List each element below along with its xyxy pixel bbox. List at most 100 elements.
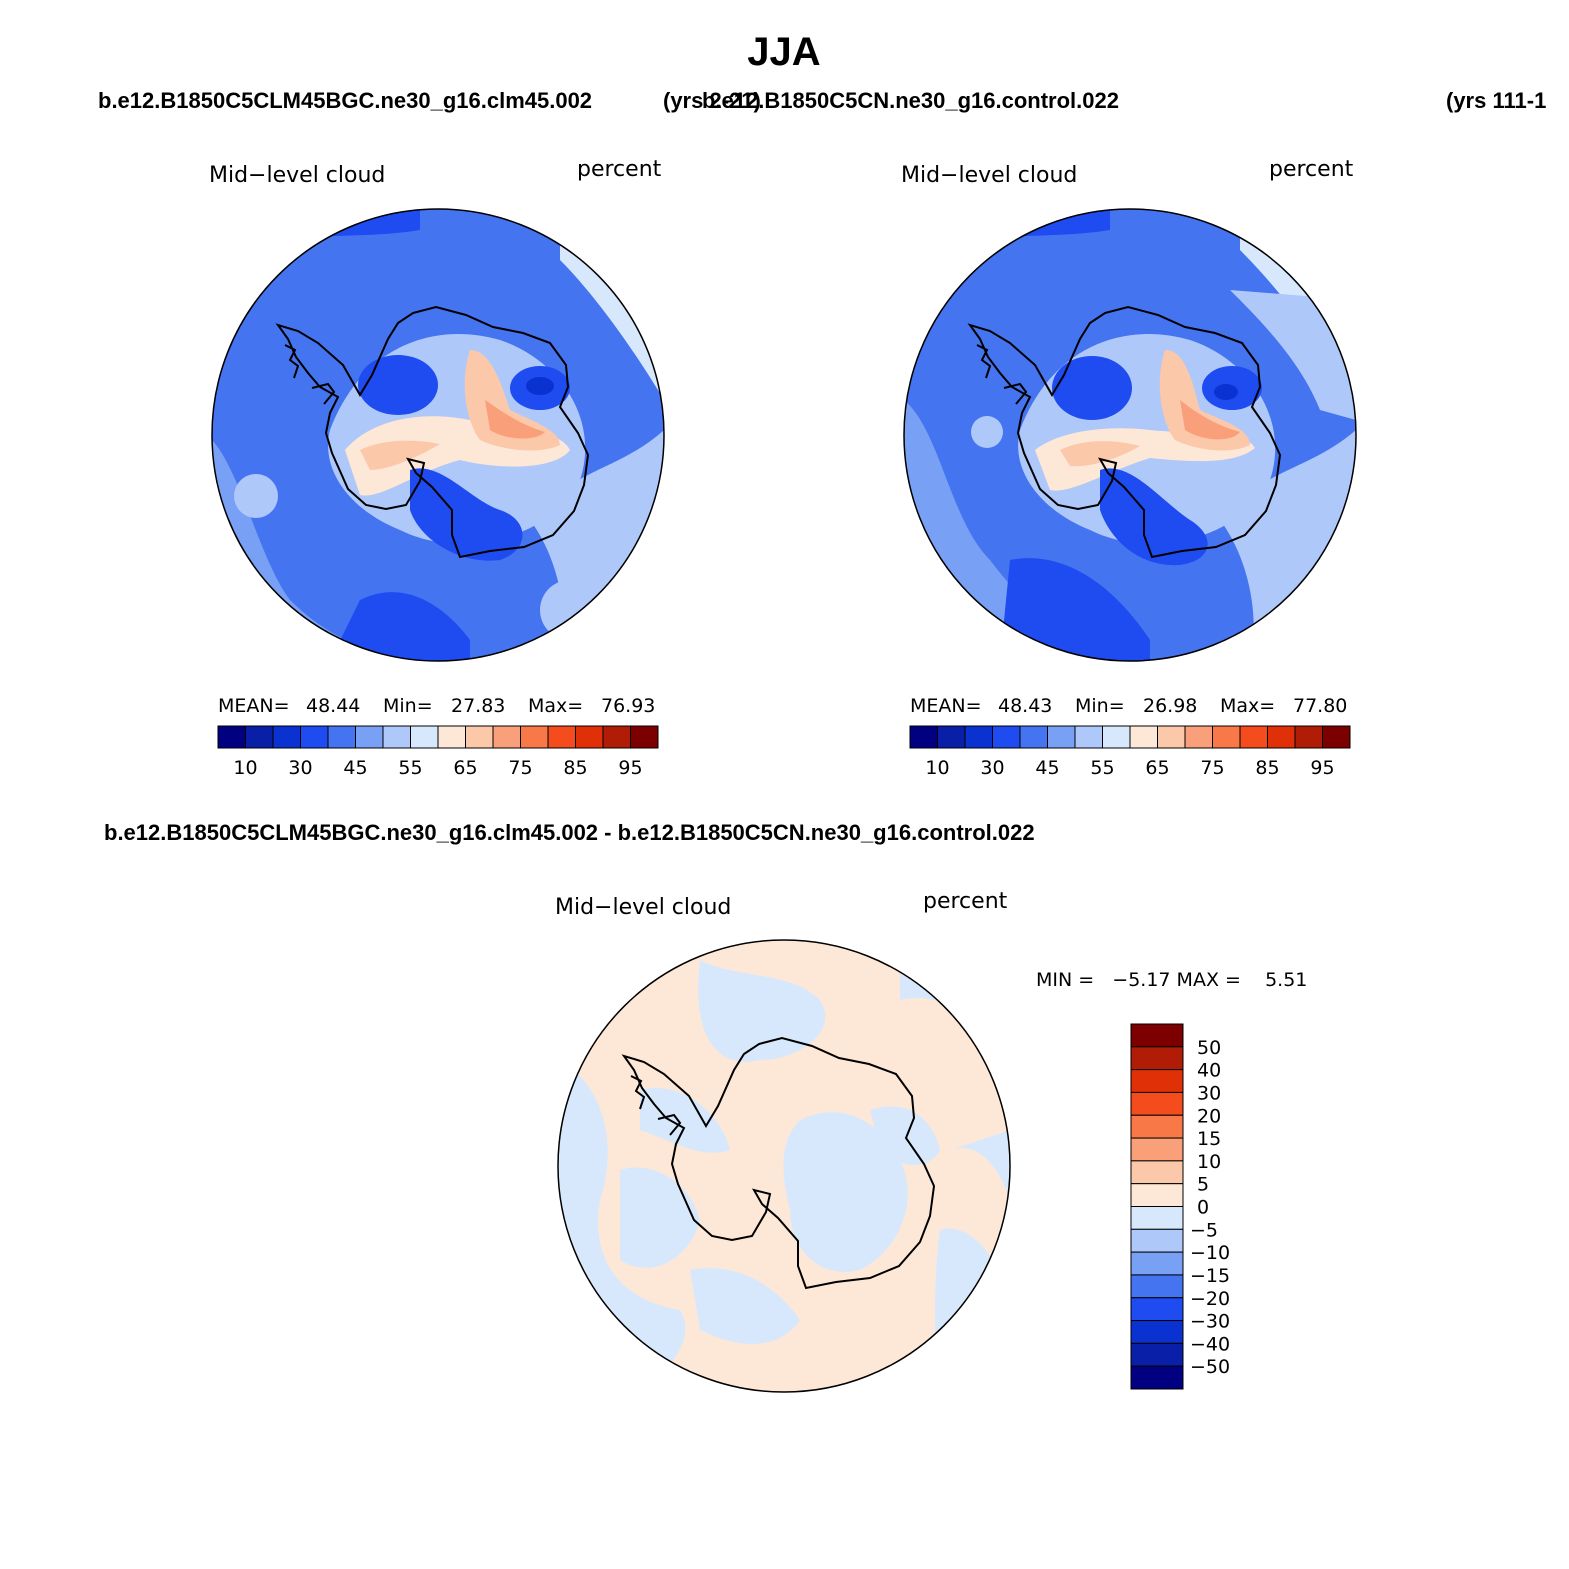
colorbar-tick-label: 20	[1197, 1105, 1221, 1127]
colorbar-tick-label: 50	[1197, 1037, 1221, 1059]
colorbar-tick-label: 30	[1197, 1082, 1221, 1104]
panel-diff-units: percent	[923, 889, 1008, 914]
colorbar-tick-label: 75	[1200, 757, 1224, 779]
colorbar-box	[1130, 1251, 1184, 1276]
colorbar-box	[1294, 725, 1323, 749]
header-left-case: b.e12.B1850C5CLM45BGC.ne30_g16.clm45.002	[98, 88, 592, 113]
panel-diff-map-border	[557, 939, 1011, 1393]
panel-b-max: 77.80	[1293, 695, 1347, 717]
colorbar-tick-label: 95	[618, 757, 642, 779]
colorbar-box	[1130, 1137, 1184, 1162]
colorbar-tick-label: 75	[508, 757, 532, 779]
colorbar-box	[245, 725, 274, 749]
colorbar-box	[1239, 725, 1268, 749]
colorbar-box	[1130, 1342, 1184, 1367]
colorbar-box	[1130, 1046, 1184, 1071]
colorbar-tick-label: 10	[1197, 1151, 1221, 1173]
colorbar-box	[630, 725, 659, 749]
colorbar-box	[602, 725, 631, 749]
colorbar-tick-label: 30	[980, 757, 1004, 779]
colorbar-tick-label: −15	[1190, 1265, 1230, 1287]
colorbar-box	[1130, 1228, 1184, 1253]
panel-b: Mid−level cloud percent MEAN= 48.	[901, 157, 1357, 779]
panel-b-min-label: Min=	[1075, 695, 1125, 717]
colorbar-box	[1130, 1114, 1184, 1139]
header-right-years: (yrs 111-1	[1446, 88, 1546, 113]
diff-header: b.e12.B1850C5CLM45BGC.ne30_g16.clm45.002…	[104, 820, 1035, 845]
panel-b-mean: 48.43	[998, 695, 1052, 717]
panel-a-colorbar	[217, 725, 659, 749]
colorbar-box	[1129, 725, 1158, 749]
colorbar-tick-label: −40	[1190, 1333, 1230, 1355]
panel-b-min: 26.98	[1143, 695, 1197, 717]
colorbar-tick-label: −10	[1190, 1242, 1230, 1264]
colorbar-tick-label: 55	[398, 757, 422, 779]
colorbar-box	[1130, 1297, 1184, 1322]
colorbar-box	[1322, 725, 1351, 749]
colorbar-tick-label: 55	[1090, 757, 1114, 779]
colorbar-box	[1212, 725, 1241, 749]
colorbar-tick-label: 15	[1197, 1128, 1221, 1150]
colorbar-box	[1130, 1160, 1184, 1185]
panel-diff-map	[558, 940, 1010, 1392]
colorbar-box	[1157, 725, 1186, 749]
colorbar-tick-label: 45	[343, 757, 367, 779]
colorbar-box	[272, 725, 301, 749]
colorbar-box	[1102, 725, 1131, 749]
page-title: JJA	[747, 30, 820, 74]
colorbar-box	[1130, 1069, 1184, 1093]
header-right-case: b.e12.B1850C5CN.ne30_g16.control.022	[702, 88, 1119, 113]
colorbar-tick-label: 65	[1145, 757, 1169, 779]
header-left-years: (yrs 2-21)	[663, 88, 761, 113]
panel-diff: Mid−level cloud percent MIN = −5.17 MAX …	[555, 889, 1307, 1393]
panel-a: Mid−level cloud percent MEAN= 48.	[209, 157, 665, 779]
colorbar-box	[300, 725, 329, 749]
panel-a-min-label: Min=	[383, 695, 433, 717]
colorbar-box	[1047, 725, 1076, 749]
colorbar-tick-label: −30	[1190, 1311, 1230, 1333]
colorbar-box	[1130, 1274, 1184, 1299]
colorbar-box	[909, 725, 938, 749]
colorbar-box	[1184, 725, 1213, 749]
colorbar-box	[1019, 725, 1048, 749]
panel-b-units: percent	[1269, 157, 1354, 182]
colorbar-box	[992, 725, 1021, 749]
colorbar-box	[437, 725, 466, 749]
panel-diff-stats: MIN = −5.17 MAX = 5.51	[1036, 969, 1307, 991]
colorbar-tick-label: 85	[563, 757, 587, 779]
panel-a-units: percent	[577, 157, 662, 182]
colorbar-box	[547, 725, 576, 749]
colorbar-box	[410, 725, 439, 749]
colorbar-box	[520, 725, 549, 749]
panel-a-min: 27.83	[451, 695, 505, 717]
colorbar-tick-label: −50	[1190, 1356, 1230, 1378]
colorbar-box	[492, 725, 521, 749]
panel-b-colorbar	[909, 725, 1351, 749]
panel-diff-title: Mid−level cloud	[555, 895, 731, 920]
panel-a-title: Mid−level cloud	[209, 163, 385, 188]
colorbar-tick-label: 10	[925, 757, 949, 779]
colorbar-box	[1074, 725, 1103, 749]
colorbar-box	[1130, 1206, 1184, 1230]
colorbar-box	[465, 725, 494, 749]
colorbar-box	[382, 725, 411, 749]
panel-a-max-label: Max=	[528, 695, 583, 717]
colorbar-tick-label: 85	[1255, 757, 1279, 779]
colorbar-box	[1130, 1183, 1184, 1207]
colorbar-box	[217, 725, 246, 749]
colorbar-tick-label: 45	[1035, 757, 1059, 779]
colorbar-tick-label: −20	[1190, 1288, 1230, 1310]
colorbar-tick-label: 0	[1197, 1197, 1209, 1219]
panel-b-map-border	[903, 208, 1357, 662]
panel-b-max-label: Max=	[1220, 695, 1275, 717]
colorbar-tick-label: 10	[233, 757, 257, 779]
panel-a-mean: 48.44	[306, 695, 360, 717]
panel-a-map	[212, 209, 664, 661]
panel-a-colorbar-ticks: 10 30 45 55 65 75 85 95	[233, 757, 642, 779]
panel-a-map-border	[211, 208, 665, 662]
panel-a-mean-label: MEAN=	[218, 695, 290, 717]
colorbar-tick-label: 30	[288, 757, 312, 779]
colorbar-box	[1267, 725, 1296, 749]
